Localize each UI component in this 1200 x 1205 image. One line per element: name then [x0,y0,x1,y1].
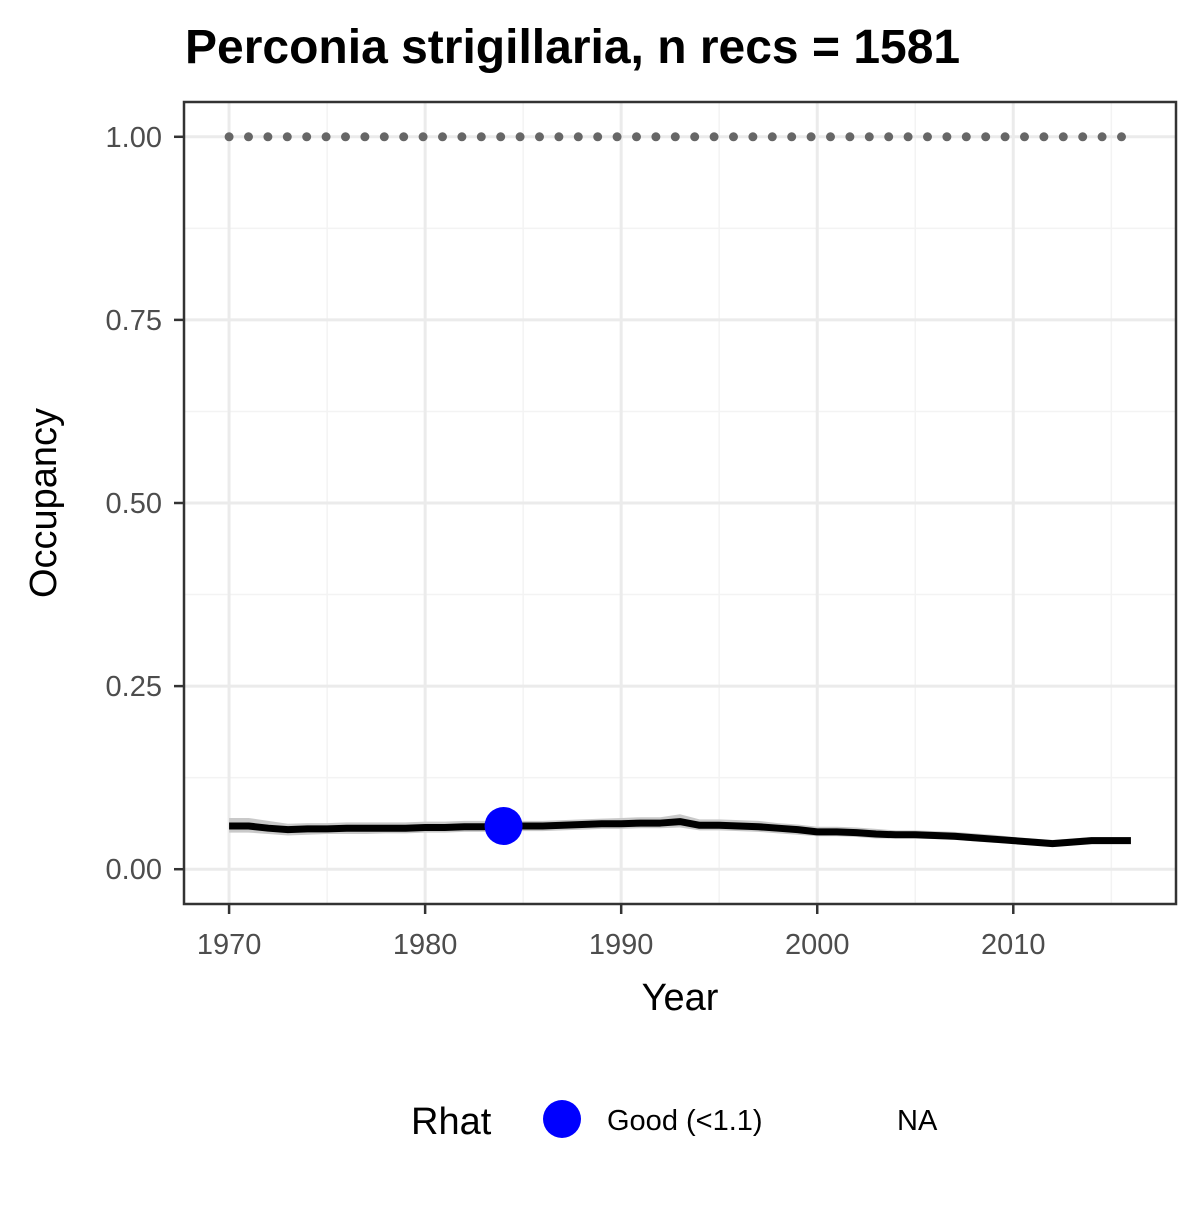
major-gridlines [184,102,1176,904]
x-tick-label: 2010 [981,929,1046,961]
legend-good-label: Good (<1.1) [607,1105,763,1137]
y-tick-label: 0.50 [106,488,162,520]
x-tick-label: 1990 [589,929,654,961]
y-axis-title: Occupancy [23,408,65,598]
rhat-point [484,806,523,845]
legend-title: Rhat [411,1101,492,1143]
chart-title: Perconia strigillaria, n recs = 1581 [185,21,960,74]
legend: Rhat Good (<1.1) NA [411,1100,938,1143]
y-tick-label: 0.25 [106,671,162,703]
y-tick-label: 1.00 [106,122,162,154]
legend-good-marker [543,1100,581,1138]
y-tick-label: 0.75 [106,305,162,337]
confidence-ribbon [229,814,1131,847]
x-tick-label: 2000 [785,929,850,961]
y-tick-label: 0.00 [106,854,162,886]
occupancy-line [229,818,1131,848]
legend-na-label: NA [897,1105,938,1137]
x-tick-label: 1970 [197,929,262,961]
axis-ticks: 1970 1980 1990 2000 2010 0.00 0.25 0.50 0.75 1.00 [106,122,1046,961]
x-tick-label: 1980 [393,929,458,961]
x-axis-title: Year [642,977,719,1019]
